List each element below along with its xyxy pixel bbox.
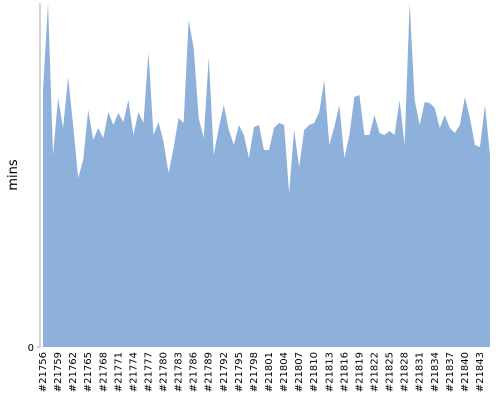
x-tick-label: #21756 [38, 352, 49, 392]
x-tick-label: #21816 [339, 352, 350, 392]
x-tick-label: #21813 [324, 352, 335, 392]
x-tick-label: #21810 [309, 352, 320, 392]
x-tick-label: #21774 [128, 352, 139, 392]
y-tick-label: 0 [28, 343, 34, 354]
x-tick-label: #21837 [445, 352, 456, 392]
x-tick-label: #21843 [475, 352, 486, 392]
x-tick-label: #21819 [354, 352, 365, 392]
x-tick-label: #21759 [53, 352, 64, 392]
x-tick-label: #21798 [249, 352, 260, 392]
x-tick-label: #21792 [219, 352, 230, 392]
x-tick-label: #21786 [189, 352, 200, 392]
x-tick-label: #21762 [68, 352, 79, 392]
x-tick-label: #21789 [204, 352, 215, 392]
x-tick-label: #21840 [460, 352, 471, 392]
x-tick-label: #21795 [234, 352, 245, 392]
x-tick-label: #21825 [385, 352, 396, 392]
x-tick-label: #21768 [98, 352, 109, 392]
x-tick-label: #21807 [294, 352, 305, 392]
x-tick-label: #21783 [174, 352, 185, 392]
x-tick-label: #21765 [83, 352, 94, 392]
x-tick-label: #21822 [369, 352, 380, 392]
x-tick-label: #21801 [264, 352, 275, 392]
y-axis-label: mins [6, 159, 21, 191]
x-tick-label: #21780 [159, 352, 170, 392]
area [43, 3, 490, 347]
x-tick-label: #21828 [400, 352, 411, 392]
x-tick-label: #21834 [430, 352, 441, 392]
x-tick-label: #21804 [279, 352, 290, 392]
x-tick-label: #21771 [113, 352, 124, 392]
x-tick-label: #21777 [143, 352, 154, 392]
x-tick-label: #21831 [415, 352, 426, 392]
